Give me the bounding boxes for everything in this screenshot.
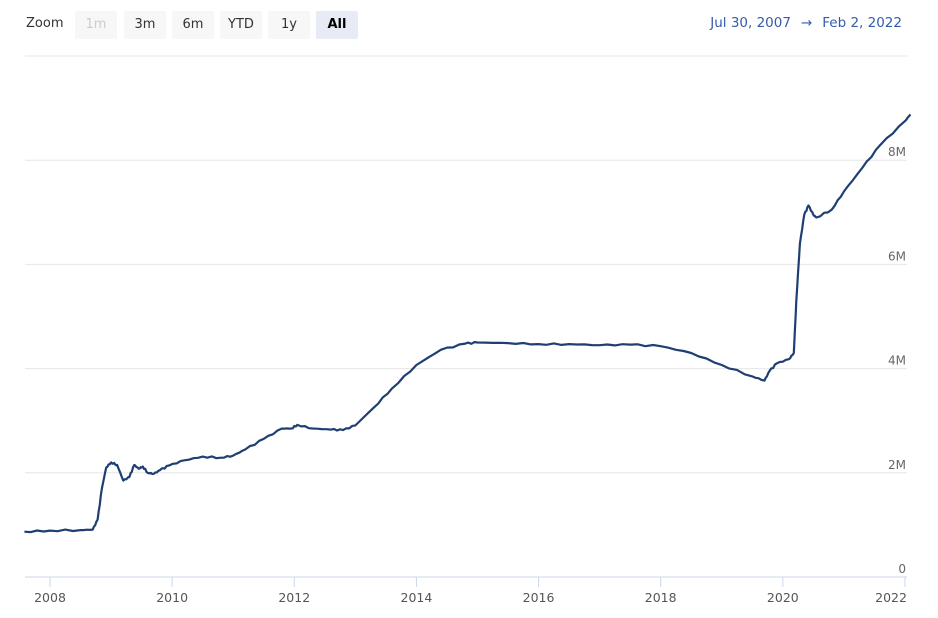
x-tick-label: 2014 (401, 590, 433, 605)
x-tick-label: 2018 (645, 590, 677, 605)
zoom-1m-button[interactable]: 1m (75, 11, 117, 39)
y-tick-label: 6M (888, 249, 906, 263)
y-gridlines (25, 55, 907, 474)
x-tick-label: 2008 (34, 590, 66, 605)
y-tick-label: 4M (888, 354, 906, 368)
x-tick-label: 2016 (523, 590, 555, 605)
x-tick-label: 2020 (767, 590, 799, 605)
zoom-1y-button[interactable]: 1y (268, 11, 310, 39)
x-tick-label: 2012 (278, 590, 310, 605)
y-axis-labels: 0 2M 4M 6M 8M (888, 145, 906, 576)
zoom-6m-button[interactable]: 6m (172, 11, 214, 39)
range-to-input[interactable]: Feb 2, 2022 (822, 15, 902, 31)
y-tick-label: 2M (888, 458, 906, 472)
series-line[interactable] (24, 113, 912, 534)
x-tick-label: 2010 (156, 590, 188, 605)
x-axis-ticks: 2008 2010 2012 2014 2016 2018 2020 2022 (34, 577, 907, 605)
zoom-label: Zoom (26, 16, 64, 31)
range-selector-toolbar: Zoom 1m 3m 6m YTD 1y All Jul 30, 2007 → Fe… (0, 0, 938, 50)
date-range: Jul 30, 2007 → Feb 2, 2022 (710, 15, 902, 31)
zoom-3m-button[interactable]: 3m (124, 11, 166, 39)
range-from-input[interactable]: Jul 30, 2007 (710, 15, 791, 31)
zoom-all-button[interactable]: All (316, 11, 358, 39)
y-tick-label: 0 (898, 562, 906, 576)
range-arrow-icon: → (800, 15, 813, 31)
zoom-ytd-button[interactable]: YTD (220, 11, 262, 39)
x-tick-label: 2022 (875, 590, 907, 605)
y-tick-label: 8M (888, 145, 906, 159)
